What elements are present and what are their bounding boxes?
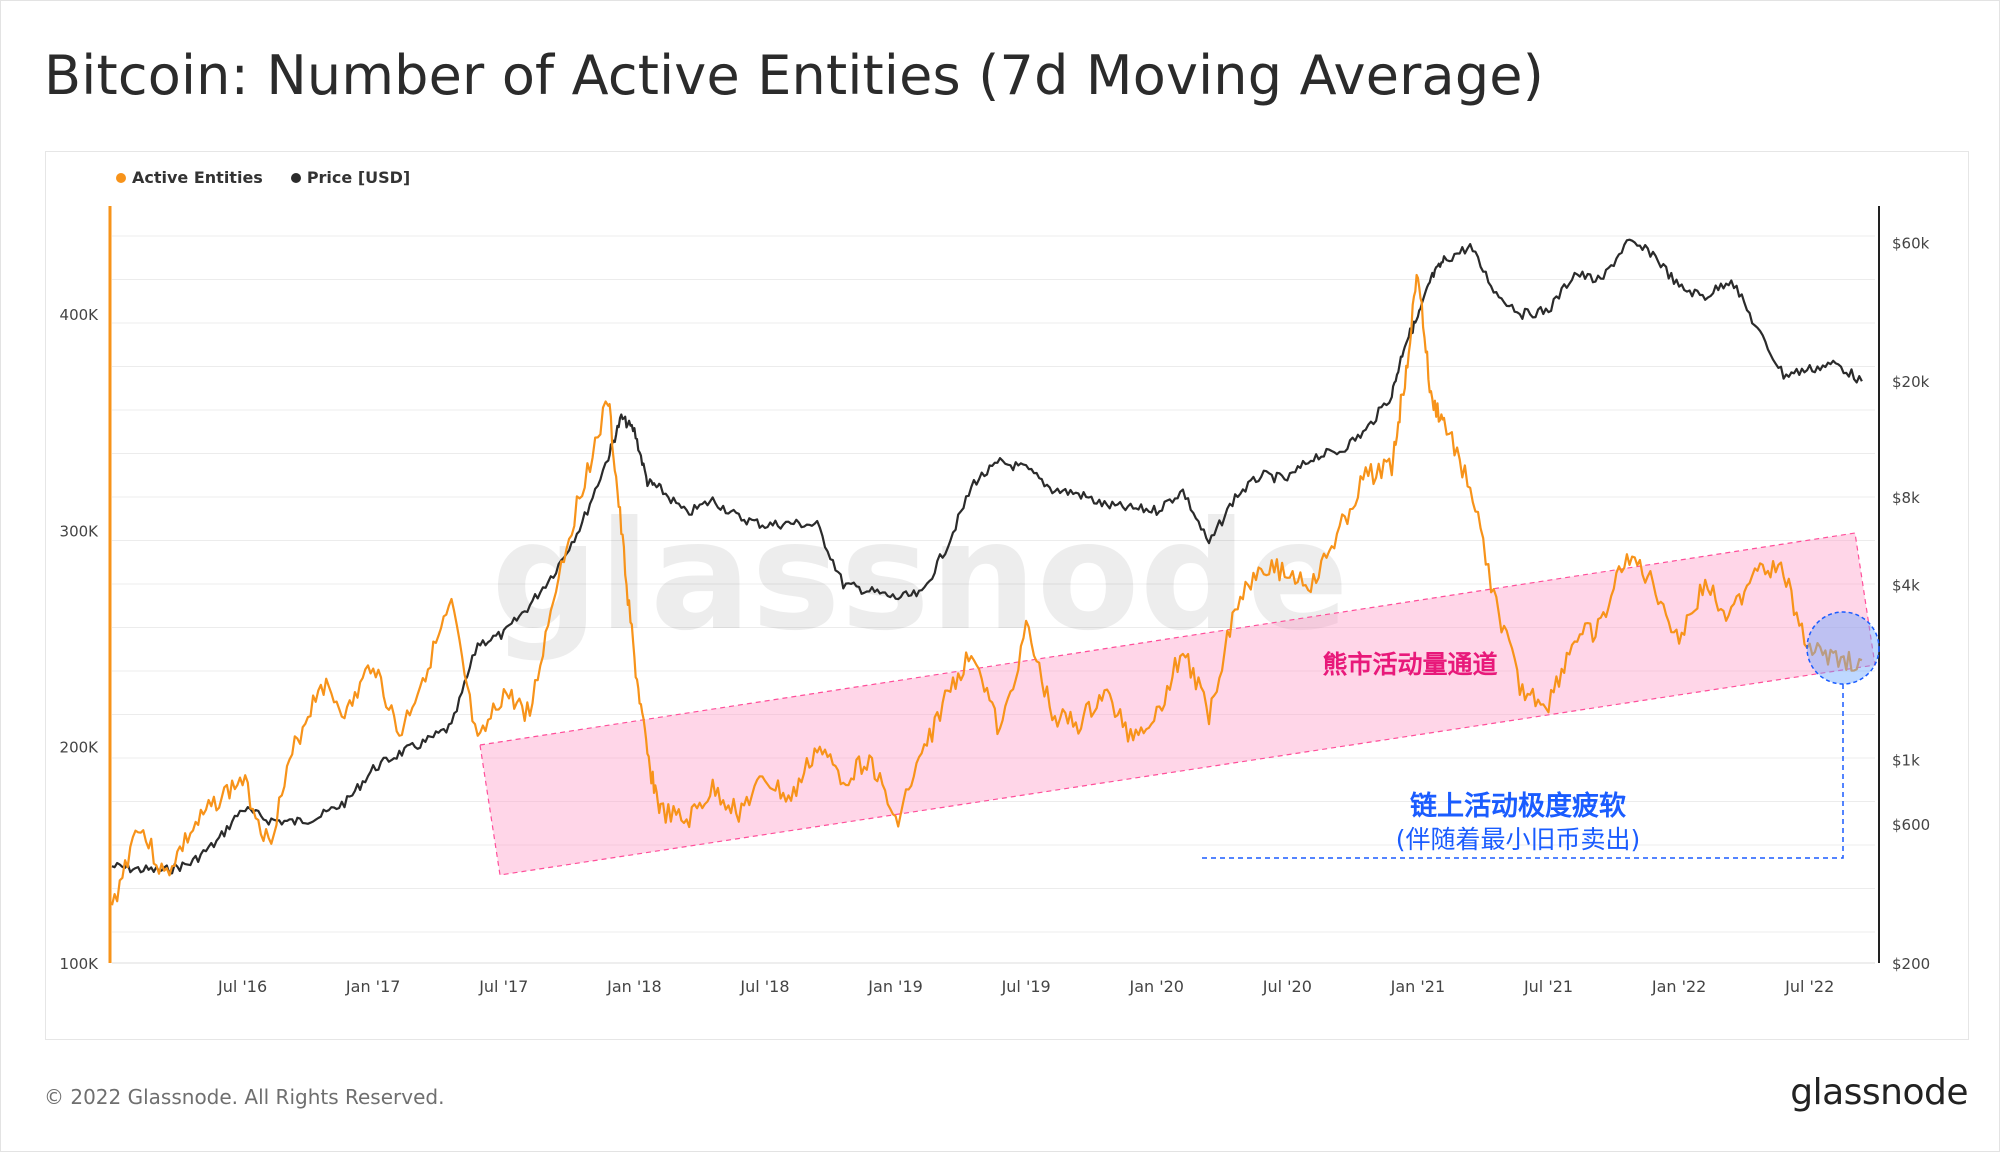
page-title: Bitcoin: Number of Active Entities (7d M… — [44, 44, 1544, 107]
x-tick-label: Jul '17 — [478, 977, 528, 996]
legend-item-price[interactable]: Price [USD] — [290, 168, 411, 187]
x-tick-label: Jul '19 — [1001, 977, 1051, 996]
legend-label-active-entities: Active Entities — [132, 168, 263, 187]
x-tick-label: Jul '21 — [1523, 977, 1573, 996]
copyright-text: © 2022 Glassnode. All Rights Reserved. — [44, 1085, 445, 1109]
y-right-tick-label: $1k — [1892, 752, 1920, 770]
x-tick-label: Jan '18 — [606, 977, 662, 996]
y-left-tick-label: 300K — [60, 522, 100, 540]
glassnode-logo: glassnode — [1790, 1072, 1968, 1113]
legend-label-price: Price [USD] — [306, 168, 411, 187]
x-tick-label: Jan '21 — [1390, 977, 1446, 996]
x-tick-label: Jul '18 — [739, 977, 789, 996]
chart-frame — [45, 151, 1969, 1040]
y-left-tick-label: 200K — [60, 739, 100, 757]
y-right-tick-label: $20k — [1892, 373, 1930, 391]
watermark: glassnode — [491, 490, 1349, 664]
highlight-circle — [1806, 611, 1880, 685]
callout-title: 链上活动极度疲软 — [1410, 790, 1626, 822]
x-tick-label: Jan '22 — [1651, 977, 1707, 996]
y-left-tick-label: 400K — [60, 306, 100, 324]
legend: Active Entities Price [USD] — [116, 168, 410, 187]
y-right-tick-label: $200 — [1892, 955, 1930, 973]
active-entities-series-line — [110, 273, 1863, 906]
legend-dot-active-entities — [116, 172, 126, 183]
legend-dot-price — [290, 172, 301, 183]
channel-annotation-label: 熊市活动量通道 — [1322, 650, 1497, 679]
y-right-tick-label: $60k — [1892, 234, 1930, 252]
x-tick-label: Jan '19 — [867, 977, 923, 996]
x-tick-label: Jul '20 — [1262, 977, 1312, 996]
callout-leader-line — [1198, 684, 1844, 859]
price-series-line — [111, 238, 1863, 875]
y-right-tick-label: $8k — [1892, 489, 1920, 507]
legend-item-active-entities[interactable]: Active Entities — [116, 168, 263, 187]
x-tick-label: Jul '16 — [217, 977, 267, 996]
y-right-tick-label: $600 — [1892, 816, 1930, 834]
y-left-tick-label: 100K — [60, 955, 100, 973]
gridlines — [112, 235, 1875, 933]
y-right-tick-label: $4k — [1892, 577, 1920, 595]
callout-subtitle: (伴随着最小旧币卖出) — [1396, 825, 1641, 854]
x-tick-label: Jul '22 — [1784, 977, 1834, 996]
x-tick-label: Jan '17 — [345, 977, 401, 996]
x-tick-label: Jan '20 — [1128, 977, 1184, 996]
